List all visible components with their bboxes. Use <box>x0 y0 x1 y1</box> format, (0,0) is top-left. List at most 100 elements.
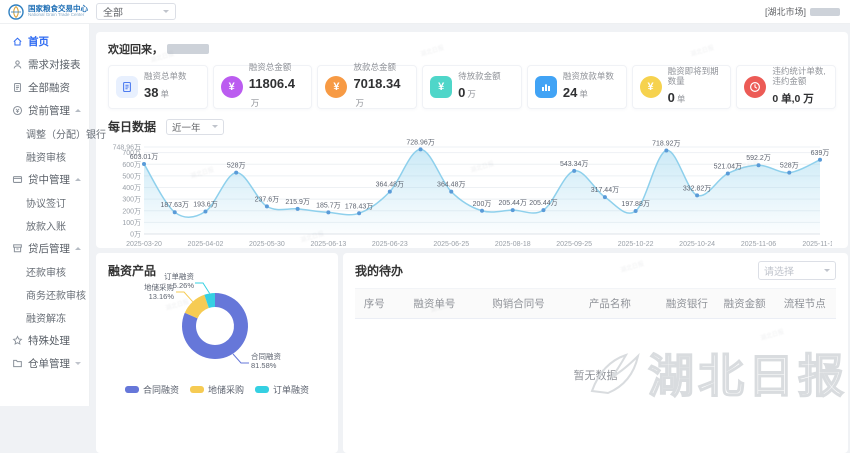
sidebar-item-special-handling[interactable]: 特殊处理 <box>0 329 89 352</box>
market-filter-value: 全部 <box>103 4 123 19</box>
empty-state: 暂无数据 <box>355 319 836 383</box>
sidebar-item-loan-entry[interactable]: 放款入账 <box>0 214 89 237</box>
sidebar-item-label: 还款审核 <box>26 264 66 279</box>
sidebar-item-post-loan[interactable]: 贷后管理 <box>0 237 89 260</box>
svg-text:2025-06-13: 2025-06-13 <box>310 241 346 248</box>
sidebar-item-home[interactable]: 首页 <box>0 30 89 53</box>
svg-text:193.6万: 193.6万 <box>193 201 218 209</box>
pie-callout-name: 合同融资 <box>251 352 297 361</box>
todo-filter-placeholder: 请选择 <box>764 263 794 278</box>
legend-item[interactable]: 地储采购 <box>190 383 244 396</box>
svg-text:197.88万: 197.88万 <box>621 200 649 208</box>
sidebar-item-financing-review[interactable]: 融资审核 <box>0 145 89 168</box>
sidebar-item-warehouse-receipt[interactable]: 仓单管理 <box>0 352 89 375</box>
stat-unit: 万 <box>251 98 260 108</box>
todo-column-header: 融资单号 <box>393 289 475 319</box>
sidebar-item-repay-review[interactable]: 还款审核 <box>0 260 89 283</box>
sidebar-item-all-financing[interactable]: 全部融资 <box>0 76 89 99</box>
sidebar-item-label: 全部融资 <box>28 80 70 95</box>
pie-callout-percent: 81.58% <box>251 361 297 370</box>
stat-card-loan-total-amount: ¥ 放款总金额 7018.34万 <box>317 65 417 109</box>
stat-unit: 单 <box>579 89 588 99</box>
sidebar-item-demand-docking[interactable]: 需求对接表 <box>0 53 89 76</box>
stat-value: 0 <box>458 85 465 100</box>
chevron-up-icon <box>75 106 81 112</box>
redacted-username <box>810 8 840 16</box>
sidebar-item-pre-loan[interactable]: 贷前管理 <box>0 99 89 122</box>
stat-value: 0 单,0 万 <box>772 93 813 105</box>
yen-coin-icon: ¥ <box>640 76 662 98</box>
todo-panel: 我的待办 请选择 序号融资单号购销合同号产品名称融资银行融资金额流程节点 暂无数… <box>343 253 848 453</box>
date-range-select[interactable]: 近一年 <box>166 119 224 135</box>
sidebar-item-biz-repay-review[interactable]: 商务还款审核 <box>0 283 89 306</box>
sidebar-item-agreement-sign[interactable]: 协议签订 <box>0 191 89 214</box>
svg-text:600万: 600万 <box>122 161 141 169</box>
svg-text:2025-06-23: 2025-06-23 <box>372 241 408 248</box>
pie-legend: 合同融资 地储采购订单融资 <box>108 383 326 396</box>
legend-item[interactable]: 订单融资 <box>255 383 309 396</box>
pie-callout-land-reserve: 地储采购 13.16% <box>132 283 174 302</box>
legend-item[interactable]: 合同融资 <box>125 383 179 396</box>
legend-label: 地储采购 <box>208 383 244 396</box>
sidebar-item-label: 首页 <box>28 34 49 49</box>
svg-text:748.96万: 748.96万 <box>113 144 141 152</box>
sidebar-item-label: 特殊处理 <box>28 333 70 348</box>
stat-value: 7018.34 <box>353 76 400 91</box>
todo-filter-select[interactable]: 请选择 <box>758 261 836 280</box>
svg-text:528万: 528万 <box>227 162 246 170</box>
yen-coin-icon: ¥ <box>325 76 347 98</box>
archive-icon <box>12 243 23 254</box>
sidebar-item-adjust-bank[interactable]: 调整（分配）银行 <box>0 122 89 145</box>
document-icon <box>116 76 138 98</box>
sidebar-item-label: 商务还款审核 <box>26 287 86 302</box>
stat-unit: 万 <box>467 89 476 99</box>
svg-text:332.82万: 332.82万 <box>683 184 711 192</box>
sidebar-item-mid-loan[interactable]: 贷中管理 <box>0 168 89 191</box>
user-market-label: [湖北市场] <box>765 5 806 18</box>
yen-coin-icon: ¥ <box>221 76 243 98</box>
todo-column-header: 流程节点 <box>773 289 836 319</box>
svg-text:205.44万: 205.44万 <box>529 199 557 207</box>
stat-unit: 单 <box>160 89 169 99</box>
brand-subtitle: National Grain Trade Center <box>28 13 88 18</box>
home-icon <box>12 36 23 47</box>
svg-text:728.96万: 728.96万 <box>406 138 434 146</box>
svg-text:317.44万: 317.44万 <box>591 186 619 194</box>
chevron-down-icon <box>212 125 218 131</box>
pie-callout-name: 订单融资 <box>152 272 194 281</box>
stat-value: 11806.4 <box>249 76 295 91</box>
svg-text:521.04万: 521.04万 <box>714 162 742 170</box>
todo-column-header: 购销合同号 <box>475 289 562 319</box>
sidebar-item-financing-unfreeze[interactable]: 融资解冻 <box>0 306 89 329</box>
card-icon <box>12 174 23 185</box>
sidebar-item-label: 贷中管理 <box>28 172 70 187</box>
chevron-down-icon <box>75 362 81 368</box>
stat-label: 融资即将到期数量 <box>668 67 724 87</box>
svg-text:2025-10-22: 2025-10-22 <box>618 241 654 248</box>
redacted-user-name <box>167 44 209 54</box>
stat-card-default-stats: 违约统计单数,违约金额 0 单,0 万 <box>736 65 836 109</box>
user-icon <box>12 59 23 70</box>
svg-text:543.34万: 543.34万 <box>560 160 588 168</box>
todo-column-header: 产品名称 <box>562 289 658 319</box>
svg-text:2025-05-30: 2025-05-30 <box>249 241 285 248</box>
todo-column-header: 融资金额 <box>716 289 774 319</box>
svg-text:592.2万: 592.2万 <box>746 154 771 162</box>
grain-center-logo-icon <box>8 4 24 20</box>
svg-text:300万: 300万 <box>122 196 141 204</box>
svg-text:237.6万: 237.6万 <box>255 195 280 203</box>
sidebar-item-label: 放款入账 <box>26 218 66 233</box>
svg-text:187.63万: 187.63万 <box>161 201 189 209</box>
svg-text:0万: 0万 <box>130 231 141 239</box>
stat-value: 0 <box>668 90 675 105</box>
chevron-down-icon <box>824 269 830 275</box>
market-filter-select[interactable]: 全部 <box>96 3 176 20</box>
sidebar-item-label: 融资审核 <box>26 149 66 164</box>
svg-text:200万: 200万 <box>122 207 141 215</box>
svg-text:100万: 100万 <box>122 219 141 227</box>
svg-text:2025-11-06: 2025-11-06 <box>741 241 776 248</box>
